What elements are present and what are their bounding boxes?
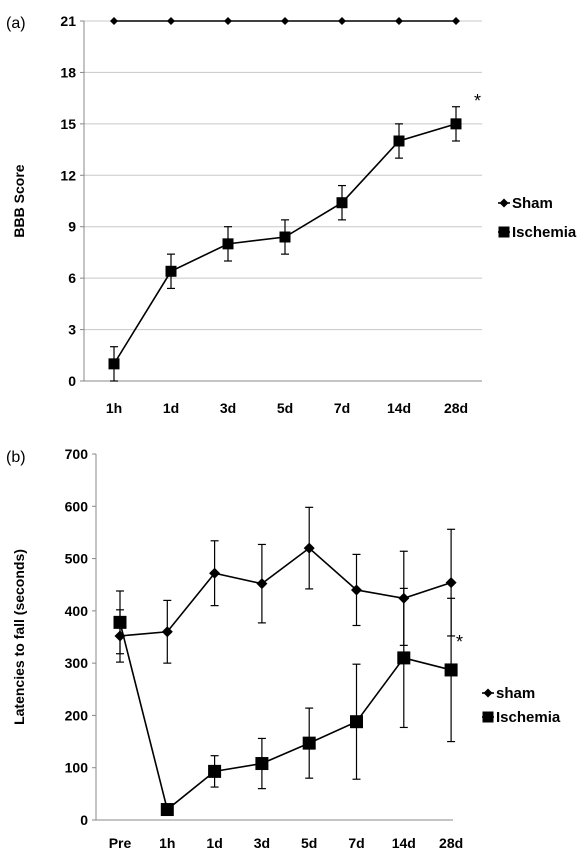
chartb-series-ischemia-line <box>119 622 452 811</box>
chartb-series-sham-point <box>161 626 173 638</box>
chartb-series-ischemia-point <box>302 736 316 750</box>
chartb-y-axis-label: Latencies to fall (seconds) <box>11 549 27 725</box>
charta-x-tick-label: 28d <box>444 400 468 416</box>
charta-series-ischemia-point <box>450 118 462 130</box>
chartb-series-ischemia-point <box>160 803 174 817</box>
chartb-y-tick-label: 300 <box>65 655 89 671</box>
chartb-x-tick-label: 5d <box>301 835 317 851</box>
chartb-x-tick-label: 7d <box>348 835 364 851</box>
charta-x-tick-label: 3d <box>220 400 236 416</box>
chartb-legend-label-sham: sham <box>496 685 535 702</box>
charta-legend-marker-ischemia <box>498 226 510 238</box>
chartb-panel-label: (b) <box>6 449 26 466</box>
chartb-series-sham-point <box>445 577 457 589</box>
chartb-x-tick-label: Pre <box>109 835 132 851</box>
charta-y-tick-label: 0 <box>68 373 76 389</box>
chartb-series-ischemia-point <box>113 615 127 629</box>
chartb-x-tick-label: 1h <box>159 835 175 851</box>
chartb-x-tick-label: 14d <box>392 835 416 851</box>
chartb-series-sham-point <box>351 584 362 596</box>
chartb-series-ischemia-point <box>208 764 222 778</box>
charta-series-ischemia-point <box>279 231 291 243</box>
charta-series-sham-point <box>452 17 460 25</box>
charta-y-tick-label: 6 <box>68 270 76 286</box>
chartb-x-tick-label: 28d <box>439 835 463 851</box>
charta-legend-label-sham: Sham <box>512 195 553 212</box>
chartb-y-tick-label: 200 <box>65 707 89 723</box>
charta-y-tick-label: 15 <box>60 116 76 132</box>
charta-y-tick-label: 21 <box>60 13 76 29</box>
charta-panel-label: (a) <box>6 15 26 32</box>
charta-x-tick-label: 14d <box>387 400 411 416</box>
charta-legend-marker-sham <box>499 198 509 208</box>
charta-y-tick-label: 3 <box>68 322 76 338</box>
chartb-series-ischemia-point <box>255 757 269 771</box>
chartb-series-sham-point <box>209 567 221 579</box>
charta-series-sham-point <box>167 17 175 25</box>
chartb-legend-label-ischemia: Ischemia <box>496 709 561 726</box>
chartb-y-tick-label: 500 <box>65 551 89 567</box>
charta-series-sham-point <box>395 17 403 25</box>
charta-x-tick-label: 7d <box>334 400 350 416</box>
chartb-x-tick-label: 3d <box>254 835 270 851</box>
charta-series-ischemia-point <box>336 197 348 209</box>
chartb-x-tick-label: 1d <box>206 835 222 851</box>
charta-y-axis-label: BBB Score <box>11 164 27 237</box>
chartb-y-tick-label: 0 <box>80 812 88 828</box>
chartb-y-tick-label: 400 <box>65 603 89 619</box>
charta-x-tick-label: 1d <box>163 400 179 416</box>
chartb-y-tick-label: 600 <box>65 498 89 514</box>
charta-x-tick-label: 5d <box>277 400 293 416</box>
chartb-legend-marker-sham <box>483 688 493 698</box>
chartb-series-ischemia-point <box>444 663 458 677</box>
chartb-series-sham-line <box>119 547 452 637</box>
charta-x-tick-label: 1h <box>106 400 122 416</box>
charta-series-ischemia-point <box>108 358 120 370</box>
charta-y-tick-label: 18 <box>60 64 76 80</box>
charta-significance-annotation: * <box>474 91 481 111</box>
chartb-series-sham-point <box>256 578 268 590</box>
charta-series-sham-point <box>224 17 232 25</box>
chartb-significance-annotation: * <box>456 632 463 652</box>
chartb-legend-marker-ischemia <box>482 711 494 723</box>
chartb-y-tick-label: 700 <box>65 446 89 462</box>
chartb-y-tick-label: 100 <box>65 760 89 776</box>
chartb-series-ischemia-point <box>350 715 363 729</box>
chartb-series-ischemia-point <box>397 651 411 665</box>
charta-legend-label-ischemia: Ischemia <box>512 224 577 241</box>
charta-y-tick-label: 12 <box>60 167 76 183</box>
charta-series-sham-point <box>338 17 346 25</box>
charta-series-ischemia-point <box>393 135 405 147</box>
charta-series-sham-point <box>281 17 289 25</box>
charta-series-sham-point <box>110 17 118 25</box>
chartb-series-sham-point <box>303 542 315 554</box>
charta-y-tick-label: 9 <box>68 219 76 235</box>
charta-series-ischemia-point <box>165 265 177 277</box>
charta-series-ischemia-point <box>222 238 234 250</box>
